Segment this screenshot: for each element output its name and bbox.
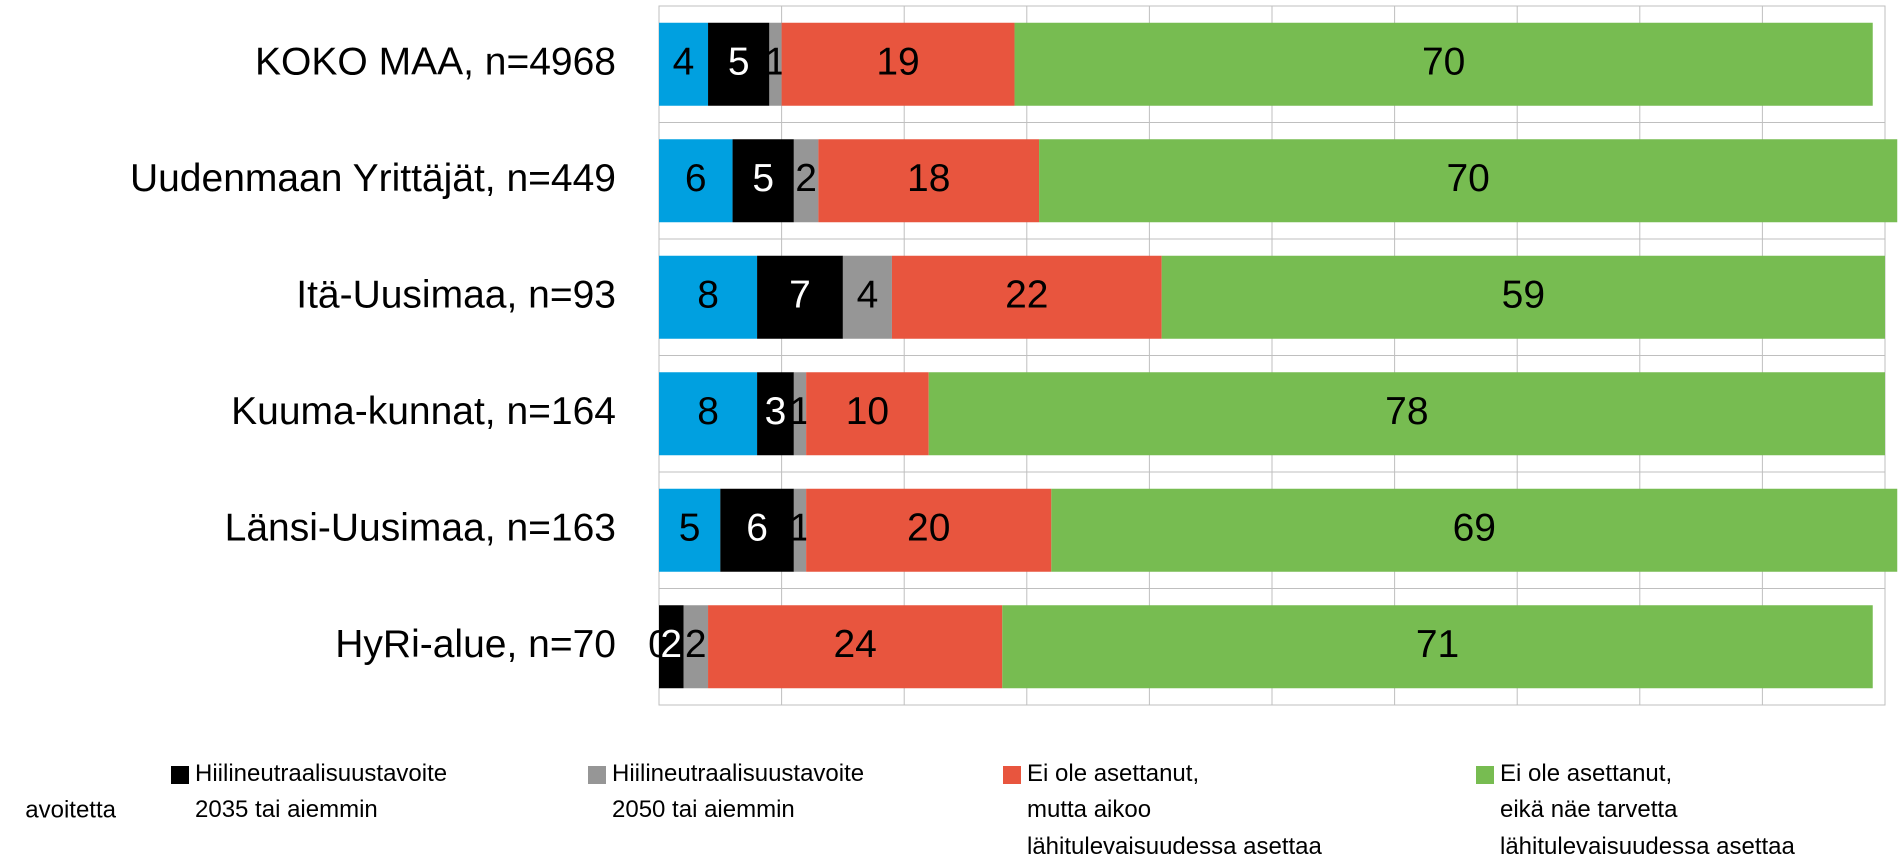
legend-line: Ei ole asettanut, — [1500, 760, 1672, 787]
data-label: 78 — [1385, 390, 1428, 433]
data-label: 2 — [795, 157, 817, 200]
data-label: 8 — [697, 274, 719, 317]
data-label: 71 — [1416, 623, 1459, 666]
legend-line: eikä näe tarvetta — [1500, 796, 1678, 823]
bar-segment — [1039, 139, 1898, 223]
bar-segment — [659, 488, 721, 572]
legend-label: Hiilineutraalisuustavoite 2050 tai aiemmi… — [612, 760, 864, 823]
legend-swatch — [1476, 766, 1494, 784]
data-label: 70 — [1422, 41, 1465, 84]
legend-label: Ei ole asettanut, mutta aikoo lähitulevais… — [1027, 760, 1323, 857]
data-label: 6 — [746, 507, 768, 550]
bar-segment — [732, 139, 794, 223]
bar-segment — [806, 488, 1052, 572]
legend-swatch — [171, 766, 189, 784]
data-label: 5 — [728, 41, 750, 84]
bar-segment — [793, 488, 807, 572]
bar-segment — [891, 255, 1162, 339]
bar-segment — [793, 139, 819, 223]
bar-segment — [818, 139, 1040, 223]
legend-label: Hiilineutraalisuustavoite 2035 tai aiemmi… — [195, 760, 447, 823]
bar-segment — [1161, 255, 1885, 339]
legend-label: Ei ole asettanut, eikä näe tarvetta lähitu… — [1500, 760, 1796, 857]
category-label: HyRi-alue, n=70 — [335, 623, 616, 666]
legend-swatch — [1003, 766, 1021, 784]
bar-segment — [659, 255, 758, 339]
category-label: Uudenmaan Yrittäjät, n=449 — [130, 157, 616, 200]
data-label: 6 — [685, 157, 707, 200]
data-label: 18 — [907, 157, 950, 200]
data-label: 70 — [1446, 157, 1489, 200]
legend-line: lähitulevaisuudessa asettaa — [1500, 833, 1796, 857]
bar-segment — [683, 605, 709, 689]
legend-line: 2050 tai aiemmin — [612, 796, 795, 823]
data-label: 7 — [789, 274, 811, 317]
category-label: Itä-Uusimaa, n=93 — [296, 274, 616, 317]
bar-segment — [659, 372, 758, 456]
bar-segment — [793, 372, 807, 456]
category-label: Kuuma-kunnat, n=164 — [231, 390, 616, 433]
legend-line: Hiilineutraalisuustavoite — [195, 760, 447, 787]
data-label: 2 — [685, 623, 707, 666]
data-label: 69 — [1453, 507, 1496, 550]
bar-segment — [708, 605, 1003, 689]
data-label: 8 — [697, 390, 719, 433]
bar-segment — [757, 255, 843, 339]
data-label: 5 — [679, 507, 701, 550]
bar-segment — [1002, 605, 1873, 689]
legend-line: lähitulevaisuudessa asettaa — [1027, 833, 1323, 857]
legend-line: 2035 tai aiemmin — [195, 796, 378, 823]
bar-segment — [659, 22, 709, 106]
legend-line: Hiilineutraalisuustavoite — [612, 760, 864, 787]
legend-line: Ei ole asettanut, — [1027, 760, 1199, 787]
bar-segment — [1051, 488, 1898, 572]
bar-segment — [659, 139, 733, 223]
bar-segment — [806, 372, 929, 456]
bar-segment — [1014, 22, 1873, 106]
legend-swatch — [588, 766, 606, 784]
data-label: 59 — [1502, 274, 1545, 317]
data-label: 2 — [660, 623, 682, 666]
data-label: 19 — [876, 41, 919, 84]
data-label: 24 — [833, 623, 876, 666]
data-label: 1 — [789, 390, 811, 433]
data-label: 3 — [765, 390, 787, 433]
data-label: 22 — [1005, 274, 1048, 317]
bar-segment — [757, 372, 794, 456]
data-label: 20 — [907, 507, 950, 550]
bar-segment — [842, 255, 892, 339]
bar-segment — [720, 488, 794, 572]
bar-segment — [769, 22, 782, 106]
data-label: 1 — [765, 41, 787, 84]
data-label: 1 — [789, 507, 811, 550]
bar-segment — [928, 372, 1885, 456]
bar-segment — [781, 22, 1015, 106]
data-label: 10 — [846, 390, 889, 433]
bar-segment — [708, 22, 770, 106]
legend-label: avoitetta — [25, 796, 116, 823]
data-label: 4 — [857, 274, 879, 317]
category-label: Länsi-Uusimaa, n=163 — [225, 507, 616, 550]
data-label: 4 — [673, 41, 695, 84]
data-label: 5 — [752, 157, 774, 200]
category-label: KOKO MAA, n=4968 — [255, 41, 616, 84]
legend-line: mutta aikoo — [1027, 796, 1151, 823]
bar-segment — [659, 605, 684, 689]
